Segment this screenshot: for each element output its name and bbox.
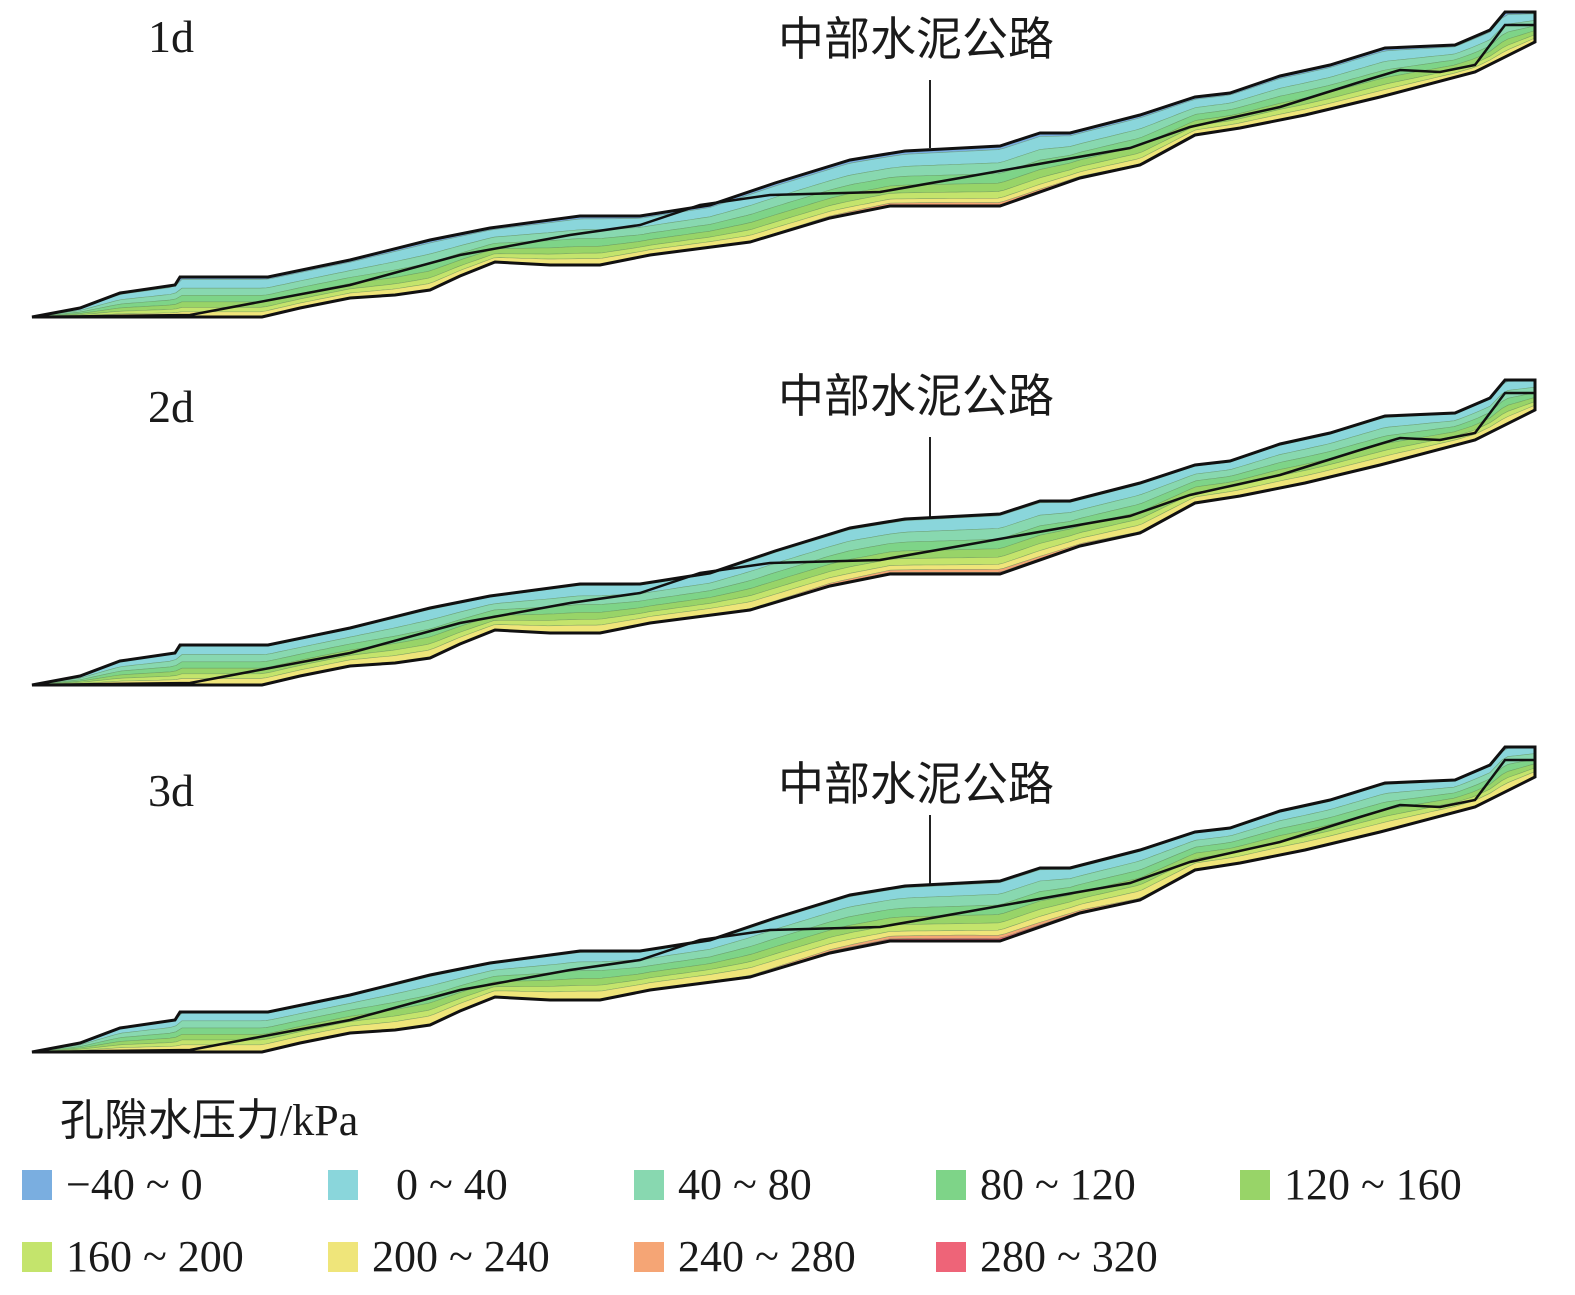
legend-title: 孔隙水压力/kPa <box>60 1096 359 1145</box>
water-table-line-1d <box>31 23 1535 319</box>
legend-swatch <box>936 1242 966 1272</box>
panel-label-3d: 3d <box>148 765 194 816</box>
legend: 孔隙水压力/kPa −40 ~ 0 0 ~ 40 40 ~ 80 80 ~ 12… <box>0 1090 1575 1295</box>
legend-item: 200 ~ 240 <box>328 1232 550 1282</box>
legend-label: −40 ~ 0 <box>66 1160 203 1209</box>
legend-swatch <box>634 1170 664 1200</box>
slope-outline-1d <box>31 10 1537 319</box>
panel-2d: 2d 中部水泥公路 <box>31 369 1537 687</box>
pressure-band <box>32 386 1535 685</box>
panel-1d: 1d 中部水泥公路 <box>31 10 1537 319</box>
legend-item: 40 ~ 80 <box>634 1160 812 1210</box>
legend-item: 0 ~ 40 <box>328 1160 508 1210</box>
pore-pressure-figure: 1d 中部水泥公路 2d 中部水泥公路 3d 中部水泥公路 <box>31 10 1537 1054</box>
legend-label: 120 ~ 160 <box>1284 1160 1462 1209</box>
slope-outline-3d <box>31 745 1537 1054</box>
slope-outline-2d <box>31 378 1537 687</box>
panel-3d: 3d 中部水泥公路 <box>31 745 1537 1054</box>
pressure-band <box>32 380 1535 685</box>
panel-label-1d: 1d <box>148 11 194 62</box>
panel-label-2d: 2d <box>148 381 194 432</box>
road-label-2d: 中部水泥公路 <box>778 369 1054 423</box>
legend-label: 200 ~ 240 <box>372 1232 550 1281</box>
road-label-3d: 中部水泥公路 <box>778 757 1054 811</box>
legend-label: 80 ~ 120 <box>980 1160 1136 1209</box>
legend-swatch <box>936 1170 966 1200</box>
legend-label: 240 ~ 280 <box>678 1232 856 1281</box>
water-table-line-3d <box>31 758 1535 1054</box>
legend-swatch <box>22 1170 52 1200</box>
legend-label: 160 ~ 200 <box>66 1232 244 1281</box>
water-table-line-2d <box>31 391 1535 687</box>
legend-swatch <box>1240 1170 1270 1200</box>
legend-swatch <box>328 1242 358 1272</box>
legend-swatch <box>328 1170 358 1200</box>
legend-label: 40 ~ 80 <box>678 1160 812 1209</box>
road-label-1d: 中部水泥公路 <box>778 12 1054 66</box>
legend-label: 280 ~ 320 <box>980 1232 1158 1281</box>
pressure-bands-2d <box>32 380 1535 685</box>
legend-item: 120 ~ 160 <box>1240 1160 1462 1210</box>
legend-label: 0 ~ 40 <box>396 1160 508 1209</box>
legend-swatch <box>634 1242 664 1272</box>
legend-item: 160 ~ 200 <box>22 1232 244 1282</box>
legend-item: 240 ~ 280 <box>634 1232 856 1282</box>
legend-item: −40 ~ 0 <box>22 1160 203 1210</box>
legend-swatch <box>22 1242 52 1272</box>
legend-item: 280 ~ 320 <box>936 1232 1158 1282</box>
legend-item: 80 ~ 120 <box>936 1160 1136 1210</box>
pressure-band <box>32 380 1535 685</box>
